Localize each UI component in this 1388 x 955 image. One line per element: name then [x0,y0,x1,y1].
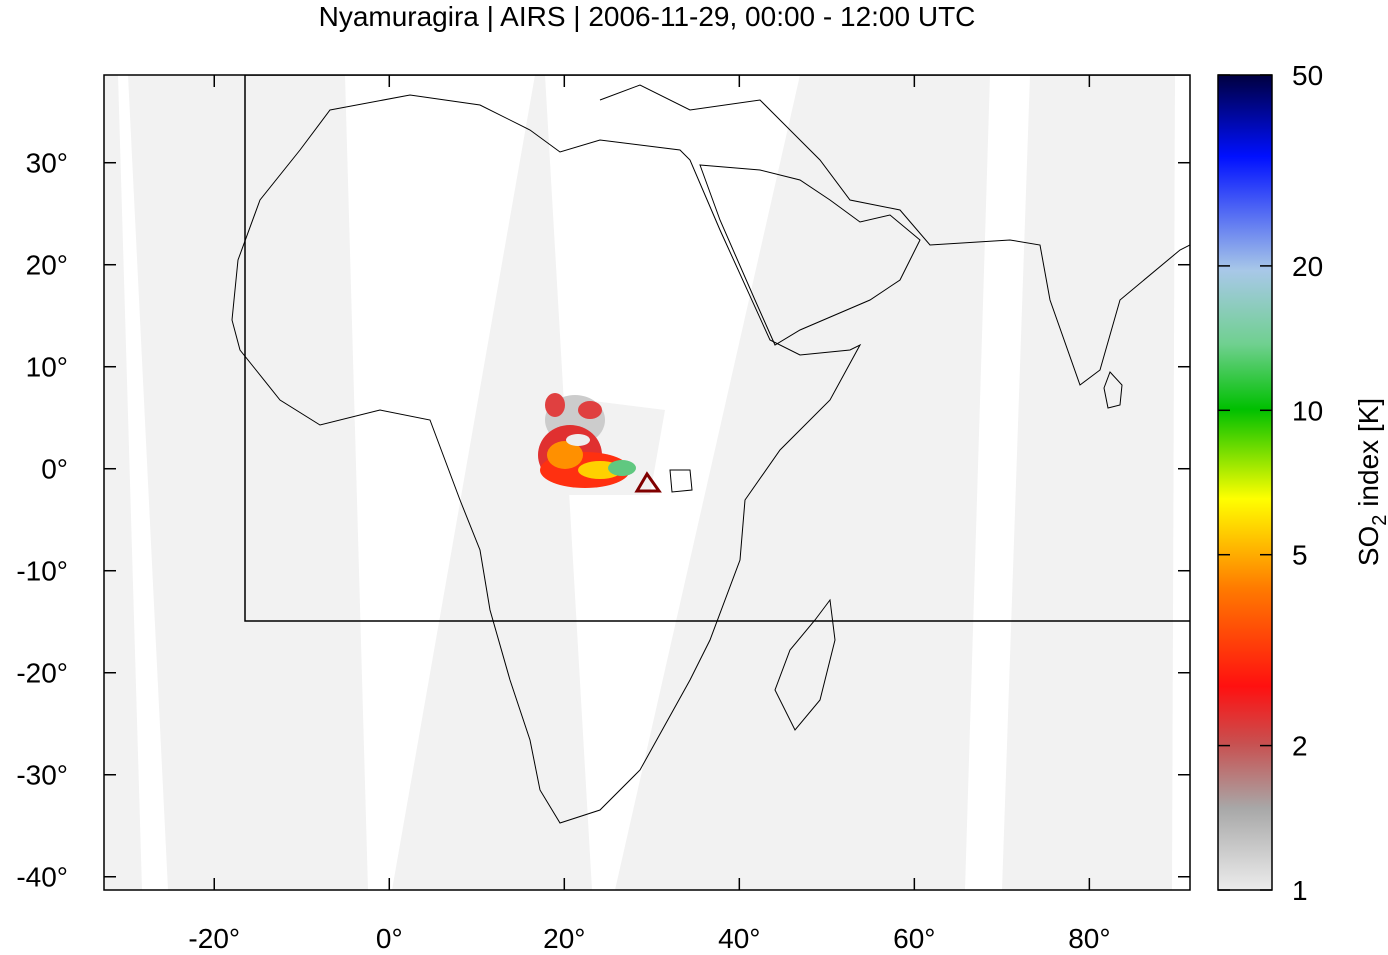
lon-tick-label: 20° [543,923,585,950]
colorbar-tick-label: 20 [1292,251,1323,282]
lon-tick-label: 0° [376,923,403,950]
colorbar-label-main: SO [1353,526,1384,566]
swath-gaps [118,75,1190,890]
colorbar [1217,74,1273,891]
map-area [104,75,1190,890]
lat-tick-label: 10° [26,352,68,383]
region-box [244,75,1190,622]
so2-plume [522,392,665,495]
lat-tick-label: 0° [41,454,68,485]
colorbar-tick-label: 5 [1292,540,1308,571]
lat-tick-label: 30° [26,148,68,179]
volcano-marker [634,471,662,493]
lon-tick-label: 80° [1068,923,1110,950]
colorbar-label-rest: index [K] [1353,398,1384,515]
colorbar-label: SO2 index [K] [1353,398,1388,566]
lat-tick-label: -10° [16,556,68,587]
lon-tick-label: 40° [718,923,760,950]
lon-tick-label: -20° [188,923,240,950]
colorbar-label-sub: 2 [1369,515,1388,526]
coastlines [231,84,1190,824]
lat-tick-label: -40° [16,862,68,893]
colorbar-tick-label: 1 [1292,875,1308,906]
title: Nyamuragira | AIRS | 2006-11-29, 00:00 -… [319,1,976,32]
lat-tick-label: -30° [16,760,68,791]
lat-tick-label: -20° [16,658,68,689]
plot-frame [103,74,1191,891]
colorbar-tick-label: 10 [1292,395,1323,426]
lat-tick-label: 20° [26,250,68,281]
colorbar-tick-label: 50 [1292,60,1323,91]
colorbar-tick-label: 2 [1292,731,1308,762]
lon-tick-label: 60° [893,923,935,950]
